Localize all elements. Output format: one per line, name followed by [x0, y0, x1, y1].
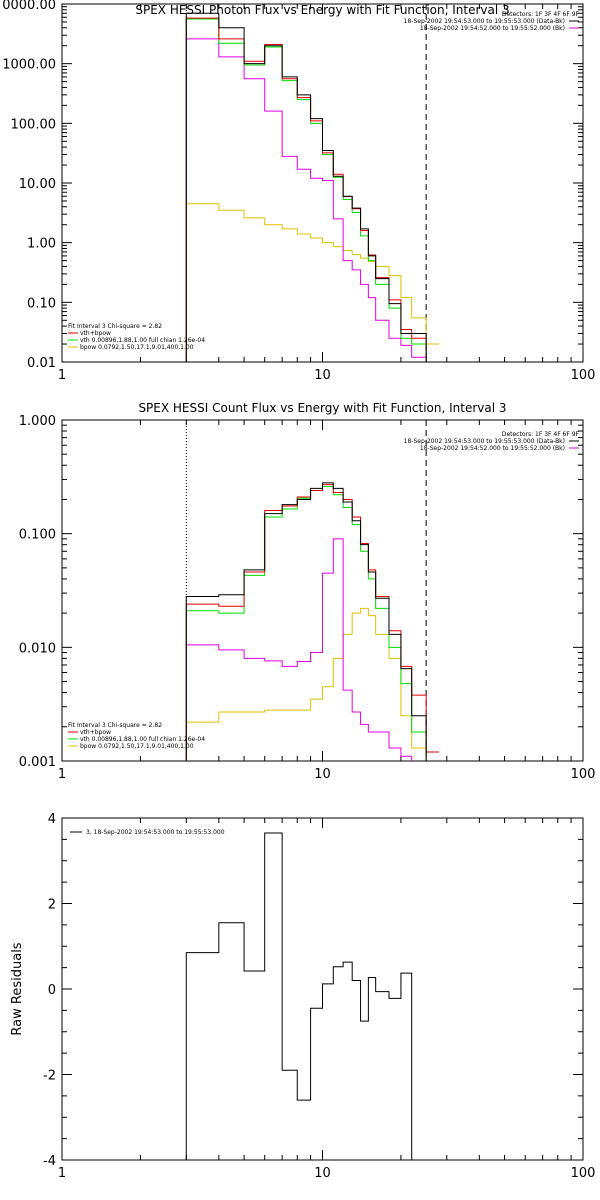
- y-tick-label: 0.01: [27, 356, 56, 371]
- legend-line: Fit Interval 3 Chi-square = 2.82: [68, 722, 162, 729]
- legend-line: bpow 0.0792,1.50,17.1,9.01,400,1.00: [80, 344, 194, 351]
- x-tick-label: 10: [314, 1166, 331, 1181]
- legend-line: 3, 18-Sep-2002 19:54:53.000 to 19:55:53.…: [86, 829, 225, 836]
- y-tick-label: 1.00: [27, 237, 56, 252]
- y-tick-label: -4: [43, 1154, 56, 1169]
- count-chart-title: SPEX HESSI Count Flux vs Energy with Fit…: [138, 401, 506, 415]
- x-tick-label: 10: [314, 767, 331, 782]
- resid-panel: 1 10 100 4 2 0 -2 -4 Raw Residuals 3, 18-Sep-2002…: [10, 812, 595, 1181]
- y-tick-label: 0000.00: [2, 0, 56, 13]
- series-bpow: [185, 607, 427, 761]
- y-tick-label: 1.000: [19, 414, 56, 429]
- x-tick-label: 100: [571, 767, 596, 782]
- y-tick-label: 100.00: [11, 117, 57, 132]
- legend-line: vth+bpow: [80, 330, 111, 337]
- x-tick-label: 100: [571, 1166, 596, 1181]
- series-model: [185, 484, 439, 761]
- info-line: 18-Sep-2002 19:54:53.000 to 19:55:53.000…: [404, 438, 565, 445]
- count-panel: SPEX HESSI Count Flux vs Energy with Fit…: [19, 401, 596, 782]
- series-total: [185, 482, 439, 761]
- info-line: 18-Sep-2002 19:54:52.000 to 19:55:52.000…: [420, 445, 565, 452]
- photon-plot-frame: [61, 3, 584, 363]
- series-background: [185, 538, 413, 761]
- legend-line: vth+bpow: [80, 729, 111, 736]
- y-tick-label: 0.100: [19, 528, 56, 543]
- series-total: [185, 12, 439, 362]
- photon-panel: SPEX HESSI Photon Flux vs Energy with Fi…: [2, 0, 595, 383]
- y-tick-label: 2: [48, 898, 56, 913]
- y-tick-label: -2: [43, 1069, 56, 1084]
- y-tick-label: 0.10: [27, 296, 56, 311]
- y-tick-label: 10.00: [19, 177, 56, 192]
- x-tick-label: 100: [571, 368, 596, 383]
- legend-line: vth 0.00896,1.88,1.00 full chian 1.26e-0…: [80, 337, 205, 344]
- x-tick-label: 1: [58, 1166, 66, 1181]
- series-total: [185, 832, 413, 1160]
- y-tick-label: 1000.00: [2, 58, 56, 73]
- y-tick-label: 0.001: [19, 755, 56, 770]
- resid-y-axis-label: Raw Residuals: [10, 942, 25, 1035]
- legend-line: vth 0.00896,1.88,1.00 full chian 1.26e-0…: [80, 736, 205, 743]
- info-line: 18-Sep-2002 19:54:53.000 to 19:55:53.000…: [404, 18, 565, 25]
- info-line: 18-Sep-2002 19:54:52.000 to 19:55:52.000…: [420, 25, 565, 32]
- y-tick-label: 0: [48, 983, 56, 998]
- x-tick-label: 10: [314, 368, 331, 383]
- y-tick-label: 0.010: [19, 641, 56, 656]
- x-tick-label: 1: [58, 368, 66, 383]
- info-line: Detectors: 1F 3F 4F 6F 9F: [502, 11, 580, 18]
- x-tick-label: 1: [58, 767, 66, 782]
- legend-line: Fit Interval 3 Chi-square = 2.82: [68, 323, 162, 330]
- y-tick-label: 4: [48, 812, 56, 827]
- legend-line: bpow 0.0792,1.50,17.1,9.01,400,1.00: [80, 743, 194, 750]
- info-line: Detectors: 1F 3F 4F 6F 9F: [502, 431, 580, 438]
